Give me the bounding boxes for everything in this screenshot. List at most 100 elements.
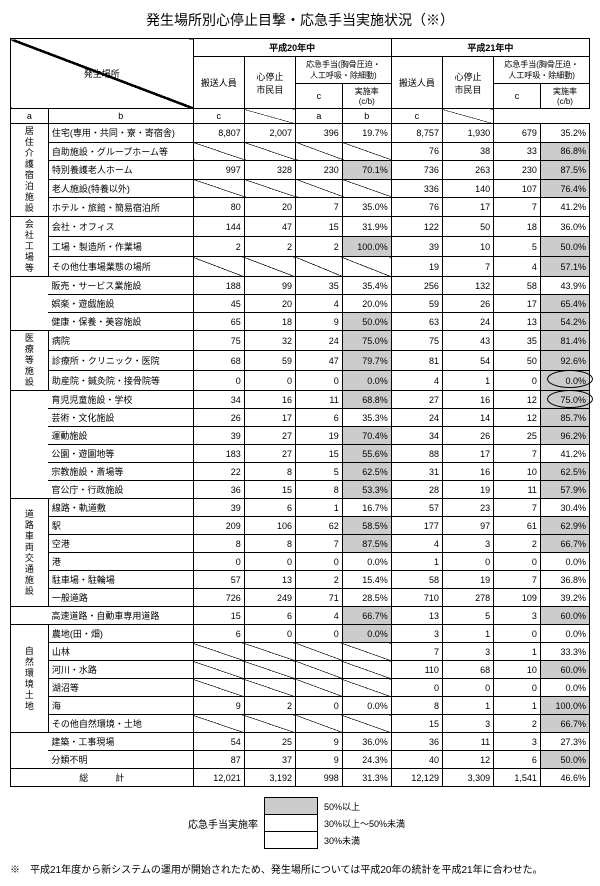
total-row: 総 計12,0213,19299831.3%12,1293,3091,54146… (11, 769, 590, 787)
val-rate: 87.5% (342, 535, 391, 553)
table-row: 診療所・クリニック・医院68594779.7%81545092.6% (11, 351, 590, 371)
col-c: 応急手当(胸骨圧迫・人工呼吸・除細動) (296, 57, 392, 84)
val-b: 0 (244, 371, 295, 391)
val-b: 1,930 (442, 124, 493, 143)
table-row: 運動施設39271970.4%34262596.2% (11, 427, 590, 445)
row-label: 娯楽・遊戯施設 (48, 295, 193, 313)
val-rate: 81.4% (540, 331, 589, 351)
val-b: 26 (442, 427, 493, 445)
table-row: 河川・水路110681060.0% (11, 661, 590, 679)
val-rate: 60.0% (540, 607, 589, 625)
col-b: 心停止市民目 (244, 57, 295, 109)
val-a: 0 (193, 371, 244, 391)
val-c: 12 (494, 391, 541, 409)
row-label: 湖沼等 (48, 679, 193, 697)
val-a: 2 (193, 237, 244, 257)
col-rate: 実施率(c/b) (342, 84, 391, 109)
val-rate: 66.7% (540, 715, 589, 733)
val-c: 4 (494, 257, 541, 277)
lbl-c: c (391, 109, 442, 124)
val-a: 34 (193, 391, 244, 409)
location-header: 発生場所 (11, 39, 194, 109)
val-b: 11 (442, 733, 493, 751)
row-label: 会社・オフィス (48, 217, 193, 237)
row-label: 農地(田・畑) (48, 625, 193, 643)
val-rate: 0.0% (540, 371, 589, 391)
val-c: 35 (494, 331, 541, 351)
val-b: 8 (244, 535, 295, 553)
table-row: 分類不明8737924.3%4012650.0% (11, 751, 590, 769)
val-c: 3 (494, 607, 541, 625)
val-c: 13 (494, 313, 541, 331)
val-c: 47 (296, 351, 343, 371)
val-c: 19 (296, 427, 343, 445)
row-label: 健康・保養・美容施設 (48, 313, 193, 331)
val-b: 59 (244, 351, 295, 371)
val-b: 1 (442, 625, 493, 643)
row-label: 官公庁・行政施設 (48, 481, 193, 499)
val-b: 2 (244, 697, 295, 715)
val-rate: 0.0% (540, 679, 589, 697)
table-row: 宗教施設・斎場等228562.5%31161062.5% (11, 463, 590, 481)
val-c: 7 (296, 535, 343, 553)
val-rate: 15.4% (342, 571, 391, 589)
val-c: 8 (296, 481, 343, 499)
val-a: 8 (391, 697, 442, 715)
val-b: 278 (442, 589, 493, 607)
val-c: 0 (494, 679, 541, 697)
val-rate: 85.7% (540, 409, 589, 427)
val-c: 18 (494, 217, 541, 237)
val-b: 249 (244, 589, 295, 607)
val-c: 3 (494, 733, 541, 751)
val-c: 15 (296, 445, 343, 463)
val-rate: 100.0% (342, 237, 391, 257)
row-label: 公園・遊園地等 (48, 445, 193, 463)
val-b: 99 (244, 277, 295, 295)
val-a: 19 (391, 257, 442, 277)
val-rate: 41.2% (540, 445, 589, 463)
row-label: その他仕事場業態の場所 (48, 257, 193, 277)
val-c: 5 (494, 237, 541, 257)
val-c: 9 (296, 313, 343, 331)
val-a: 6 (193, 625, 244, 643)
val-c: 9 (296, 733, 343, 751)
val-a: 26 (193, 409, 244, 427)
val-a: 710 (391, 589, 442, 607)
lbl-b: b (342, 109, 391, 124)
val-c: 230 (494, 161, 541, 180)
val-b: 132 (442, 277, 493, 295)
val-b: 1 (442, 697, 493, 715)
row-label: 工場・製造所・作業場 (48, 237, 193, 257)
val-a: 997 (193, 161, 244, 180)
val-rate: 20.0% (342, 295, 391, 313)
val-a: 75 (193, 331, 244, 351)
col-c: 応急手当(胸骨圧迫・人工呼吸・除細動) (494, 57, 590, 84)
val-c: 0 (494, 371, 541, 391)
val-c: 35 (296, 277, 343, 295)
row-label: 山林 (48, 643, 193, 661)
val-a: 8 (193, 535, 244, 553)
val-b: 20 (244, 295, 295, 313)
row-label: 運動施設 (48, 427, 193, 445)
val-c: 4 (296, 607, 343, 625)
val-rate: 35.4% (342, 277, 391, 295)
val-c: 2 (296, 571, 343, 589)
val-a: 144 (193, 217, 244, 237)
val-c: 0 (296, 371, 343, 391)
val-a: 188 (193, 277, 244, 295)
val-rate: 54.2% (540, 313, 589, 331)
val-b: 17 (442, 198, 493, 217)
val-a: 4 (391, 535, 442, 553)
val-rate: 0.0% (342, 625, 391, 643)
category-label: 居住介護宿泊施設 (11, 124, 49, 217)
val-a: 177 (391, 517, 442, 535)
val-rate: 41.2% (540, 198, 589, 217)
table-row: 会社工場等会社・オフィス144471531.9%122501836.0% (11, 217, 590, 237)
val-b: 24 (442, 313, 493, 331)
row-label: 育児児童施設・学校 (48, 391, 193, 409)
val-a: 7 (391, 643, 442, 661)
val-b: 6 (244, 607, 295, 625)
val-rate: 62.5% (540, 463, 589, 481)
val-b: 15 (244, 481, 295, 499)
val-rate: 35.3% (342, 409, 391, 427)
